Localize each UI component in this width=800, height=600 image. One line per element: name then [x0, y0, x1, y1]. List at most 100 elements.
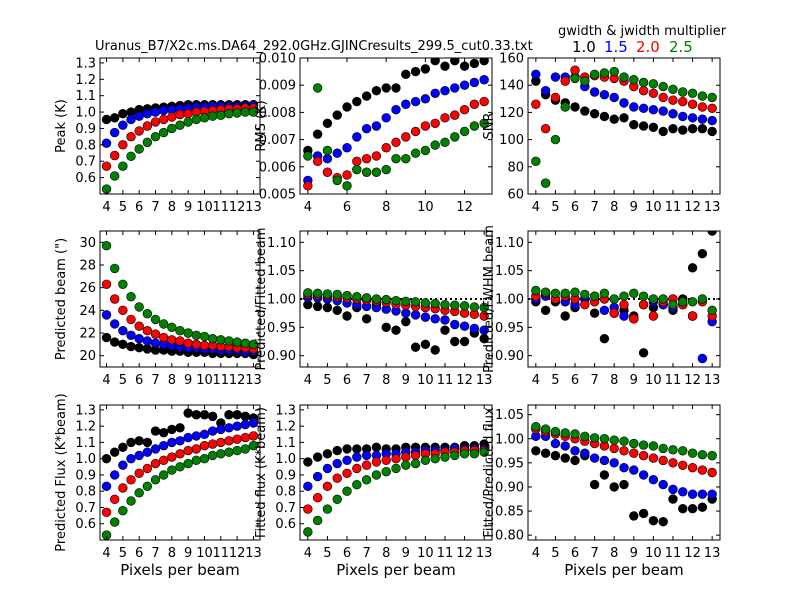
data-point [599, 90, 610, 100]
data-point [118, 339, 128, 350]
x-tick-label: 5 [119, 373, 127, 388]
y-tick-label: 0.90 [267, 349, 296, 364]
data-point [126, 437, 136, 448]
data-point [352, 132, 362, 142]
data-point [658, 106, 668, 116]
data-point [479, 302, 489, 313]
data-point [391, 296, 401, 306]
markers [531, 231, 717, 364]
y-tick-label: 1.1 [275, 436, 296, 451]
data-point [687, 124, 698, 134]
data-point [352, 452, 362, 462]
data-point [697, 91, 708, 101]
data-point [550, 72, 561, 82]
data-point [410, 297, 421, 307]
data-point [450, 58, 460, 66]
data-point [248, 431, 259, 441]
x-axis-label: Pixels per beam [564, 561, 684, 579]
data-point [540, 287, 551, 297]
data-point [410, 342, 421, 352]
x-tick-label: 4 [102, 373, 110, 388]
data-point [191, 410, 202, 420]
data-point [352, 444, 362, 454]
x-tick-label: 4 [532, 373, 540, 388]
panel-4: 4 5 6 7 8 9 10 11 12 13 20 22 24 26 28 30 Predicted beam… [54, 230, 262, 388]
data-point [371, 470, 382, 480]
data-point [342, 290, 352, 301]
data-point [207, 426, 218, 436]
data-point [303, 481, 313, 492]
data-point [638, 85, 649, 96]
data-point [469, 99, 480, 109]
data-point [371, 457, 382, 467]
legend-entry-2: 2.0 [636, 38, 660, 56]
data-point [118, 279, 128, 289]
panel-1: 4 5 6 7 8 9 10 11 12 13 0.60.7 0.80.91.0 1.11.2 1.3 Pe… [54, 56, 262, 215]
x-tick-label: 6 [343, 373, 351, 388]
y-axis-label: Fitted flux (K*beam) [254, 407, 269, 538]
data-point [707, 92, 717, 103]
data-point [599, 305, 610, 316]
y-tick-label: 0.85 [495, 505, 524, 520]
data-point [410, 66, 421, 77]
data-point [322, 449, 333, 459]
data-point [158, 319, 169, 329]
y-tick-label: 0.6 [75, 171, 96, 186]
data-point [175, 326, 185, 336]
data-point [240, 107, 251, 117]
y-tick-label: 1.1 [75, 89, 96, 104]
y-tick-label: 20 [79, 349, 96, 364]
data-point [158, 127, 169, 138]
data-point [158, 427, 169, 438]
data-point [697, 248, 708, 259]
data-point [668, 494, 678, 504]
data-point [332, 175, 342, 186]
data-point [199, 113, 210, 123]
data-point [410, 96, 421, 107]
data-point [371, 151, 382, 161]
y-tick-label: 1.2 [75, 73, 96, 88]
data-point [248, 440, 259, 451]
markers [101, 99, 259, 194]
data-point [183, 338, 193, 348]
x-tick-label: 9 [630, 546, 638, 561]
data-point [142, 447, 153, 457]
data-point [609, 66, 619, 77]
data-point [126, 475, 136, 485]
x-tick-label: 7 [590, 373, 598, 388]
x-tick-label: 12 [684, 200, 701, 215]
data-point [352, 156, 362, 167]
data-point [150, 131, 161, 142]
data-point [629, 288, 639, 299]
data-point [101, 138, 112, 148]
data-point [109, 127, 120, 138]
y-axis-label: RMS (K) [254, 100, 269, 151]
data-point [303, 457, 313, 467]
x-tick-label: 6 [343, 546, 351, 561]
data-point [134, 436, 144, 446]
data-point [167, 123, 177, 134]
data-point [322, 153, 333, 164]
data-point [312, 156, 323, 167]
data-point [678, 125, 688, 135]
y-tick-label: 0.005 [259, 188, 296, 203]
data-point [648, 441, 659, 451]
data-point [167, 465, 177, 475]
x-tick-label: 7 [151, 200, 159, 215]
data-point [540, 124, 551, 134]
data-point [619, 436, 629, 446]
data-point [580, 448, 590, 458]
data-point [134, 111, 144, 121]
x-tick-label: 12 [684, 373, 701, 388]
y-tick-label: 1.0 [75, 106, 96, 121]
x-tick-label: 9 [402, 373, 410, 388]
data-point [687, 99, 698, 109]
data-point [658, 455, 668, 466]
data-point [371, 294, 382, 304]
x-tick-label: 11 [213, 546, 230, 561]
y-axis-label: Fitted/Predicted flux [482, 407, 497, 538]
x-tick-label: 13 [704, 373, 721, 388]
data-point [126, 314, 136, 325]
axes-frame [299, 57, 493, 195]
data-point [401, 296, 411, 306]
